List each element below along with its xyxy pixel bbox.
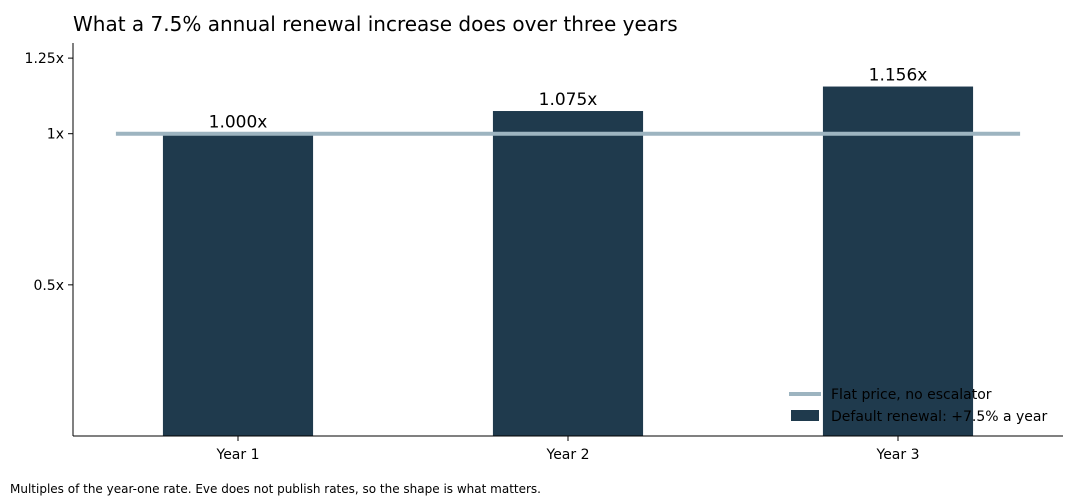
y-tick-label-3: 1.25x [25,51,64,67]
legend-label-default-renewal: Default renewal: +7.5% a year [831,409,1047,425]
x-tick-label-2: Year 2 [546,447,590,463]
chart-title: What a 7.5% annual renewal increase does… [73,12,678,36]
bar-value-label-1: 1.000x [209,113,268,133]
bar-2 [492,111,644,437]
y-tick-label-2: 1x [47,127,64,143]
y-tick-label-1: 0.5x [33,278,64,294]
x-tick-label-3: Year 3 [876,447,920,463]
legend: Flat price, no escalator Default renewal… [789,387,1047,425]
bar-1 [162,133,314,436]
x-tick-label-1: Year 1 [216,447,260,463]
legend-swatch-default-renewal [791,410,819,421]
bar-value-label-3: 1.156x [869,66,928,86]
bar-3 [822,86,974,436]
chart-caption: Multiples of the year-one rate. Eve does… [10,482,541,496]
legend-label-flat-price: Flat price, no escalator [831,387,992,403]
renewal-chart: What a 7.5% annual renewal increase does… [25,12,1063,463]
plot-area: 1.000x 1.075x 1.156x 0.5x 1x 1.25x Year 1 Year … [25,43,1063,463]
bar-value-label-2: 1.075x [539,90,598,110]
